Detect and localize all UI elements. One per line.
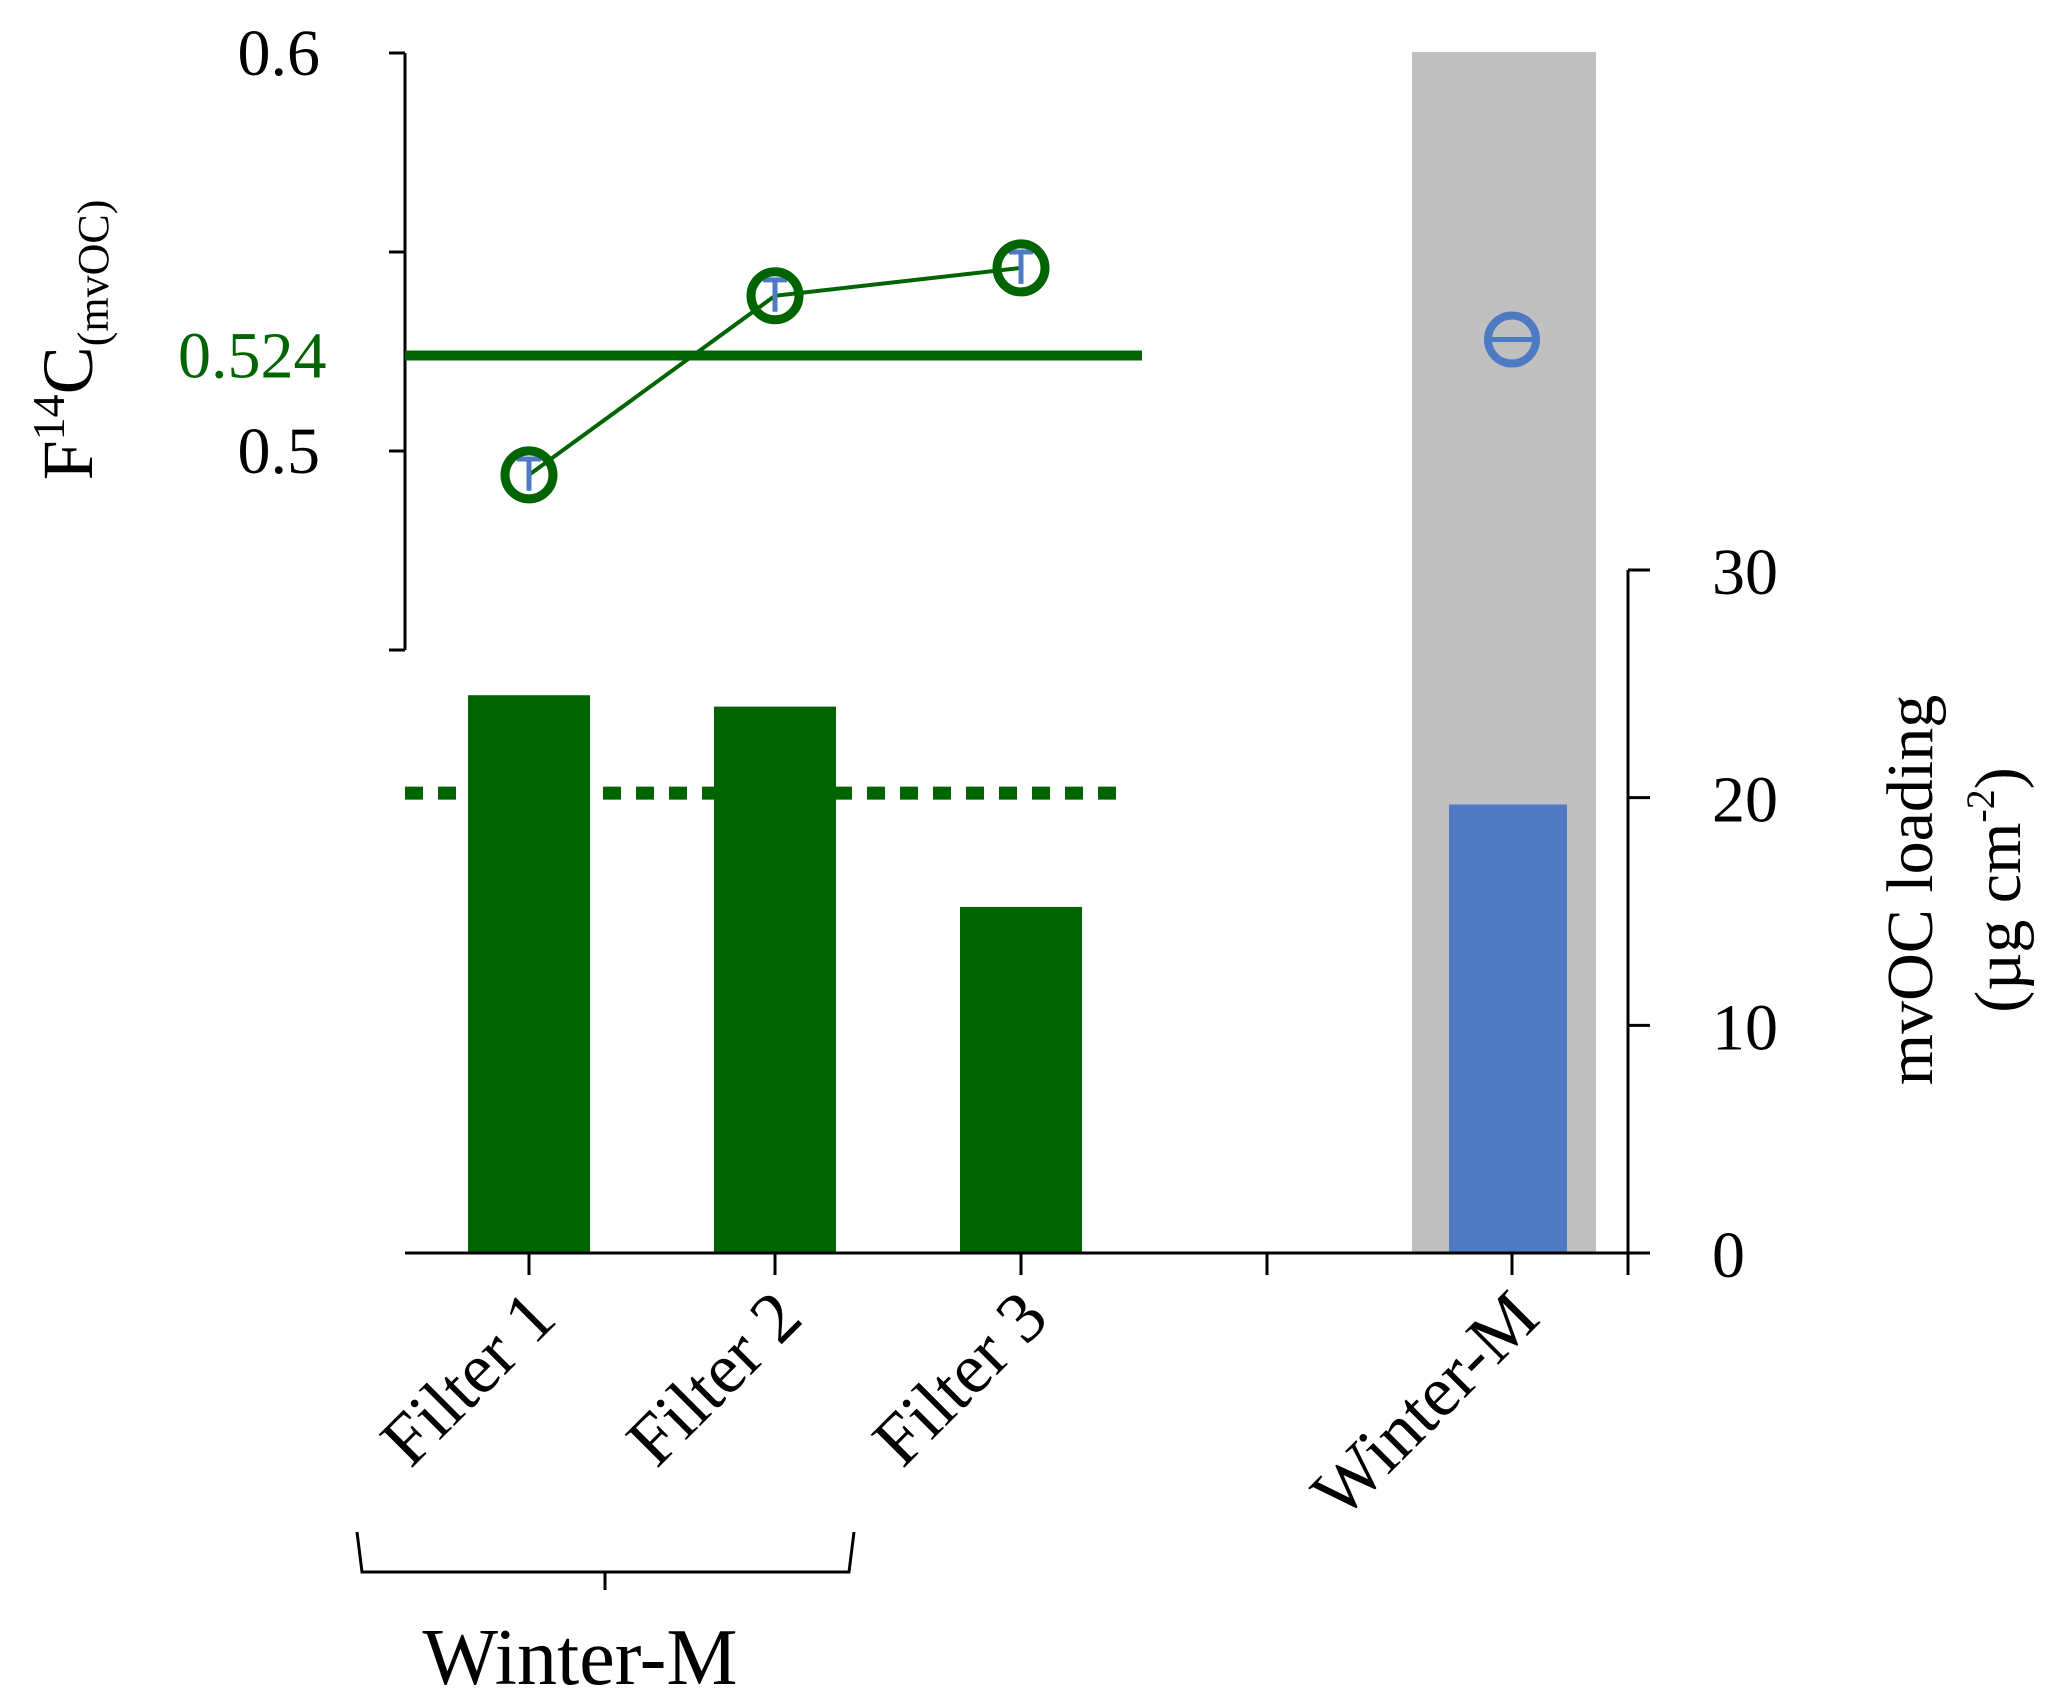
loading-tick-label-2: 20: [1712, 764, 1778, 837]
loading-axis-title-line1: mvOC loading: [1874, 695, 1947, 1086]
loading-title-sup: -2: [1958, 789, 2003, 822]
loading-tick-label-0: 0: [1712, 1219, 1745, 1292]
x-axis: Filter 1 Filter 2 Filter 3 Winter-M: [365, 1251, 1630, 1533]
x-tick-label-2: Filter 3: [857, 1276, 1062, 1481]
loading-bars: [468, 695, 1567, 1253]
f14c-title-sup: 14: [23, 394, 74, 440]
f14c-reference-label: 0.524: [178, 319, 327, 392]
f14c-tick-label-2: 0.6: [238, 17, 321, 90]
f14c-axis: 0.5 0.6: [238, 17, 407, 652]
loading-title-prefix: (µg cm: [1962, 823, 2035, 1013]
loading-tick-label-1: 10: [1712, 991, 1778, 1064]
loading-axis-title-line2: (µg cm-2): [1958, 767, 2035, 1012]
f14c-point-2: [746, 267, 804, 325]
f14c-axis-title: F14C(mvOC): [23, 200, 118, 481]
f14c-point-3: [992, 239, 1050, 297]
loading-bar-winter-m: [1449, 804, 1567, 1253]
filters-group-label: Winter-M: [422, 1614, 737, 1702]
f14c-point-winter-m: [1484, 311, 1540, 368]
x-tick-label-4: Winter-M: [1296, 1276, 1553, 1533]
loading-axis: 0 10 20 30: [1626, 536, 1778, 1292]
loading-bar-1: [468, 695, 590, 1253]
x-tick-label-1: Filter 2: [611, 1276, 816, 1481]
f14c-title-sub: (mvOC): [69, 200, 118, 347]
loading-title-suffix: ): [1962, 767, 2035, 789]
loading-tick-label-3: 30: [1712, 536, 1778, 609]
loading-bar-3: [960, 906, 1082, 1253]
f14c-point-1: [500, 446, 558, 504]
filters-group-bracket: [355, 1531, 856, 1590]
f14c-title-c: C: [28, 346, 108, 394]
x-tick-label-0: Filter 1: [365, 1276, 570, 1481]
f14c-title-f: F: [28, 440, 108, 480]
f14c-series: [500, 239, 1540, 504]
f14c-tick-label-0: 0.5: [238, 415, 321, 488]
